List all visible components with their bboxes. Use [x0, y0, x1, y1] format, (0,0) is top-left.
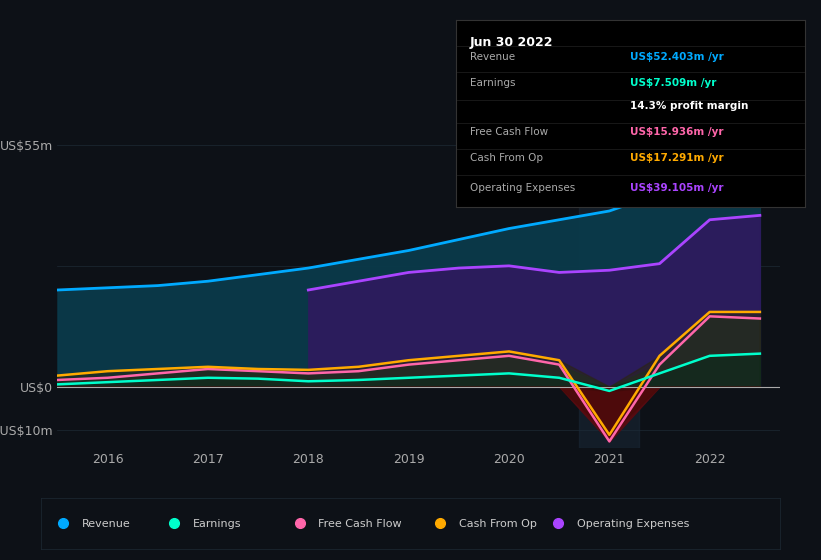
- Text: Free Cash Flow: Free Cash Flow: [319, 519, 401, 529]
- Text: Jun 30 2022: Jun 30 2022: [470, 36, 553, 49]
- Text: Earnings: Earnings: [192, 519, 241, 529]
- Text: Earnings: Earnings: [470, 78, 515, 88]
- Text: Cash From Op: Cash From Op: [470, 153, 543, 164]
- Text: US$15.936m /yr: US$15.936m /yr: [631, 127, 723, 137]
- Bar: [580, 123, 640, 448]
- Text: Free Cash Flow: Free Cash Flow: [470, 127, 548, 137]
- Text: Cash From Op: Cash From Op: [459, 519, 536, 529]
- Text: Operating Expenses: Operating Expenses: [576, 519, 689, 529]
- Text: US$7.509m /yr: US$7.509m /yr: [631, 78, 717, 88]
- Text: US$39.105m /yr: US$39.105m /yr: [631, 184, 723, 193]
- Text: US$52.403m /yr: US$52.403m /yr: [631, 52, 724, 62]
- Text: Revenue: Revenue: [82, 519, 131, 529]
- Text: Revenue: Revenue: [470, 52, 515, 62]
- Text: 14.3% profit margin: 14.3% profit margin: [631, 101, 749, 111]
- Text: Operating Expenses: Operating Expenses: [470, 184, 575, 193]
- Text: US$17.291m /yr: US$17.291m /yr: [631, 153, 724, 164]
